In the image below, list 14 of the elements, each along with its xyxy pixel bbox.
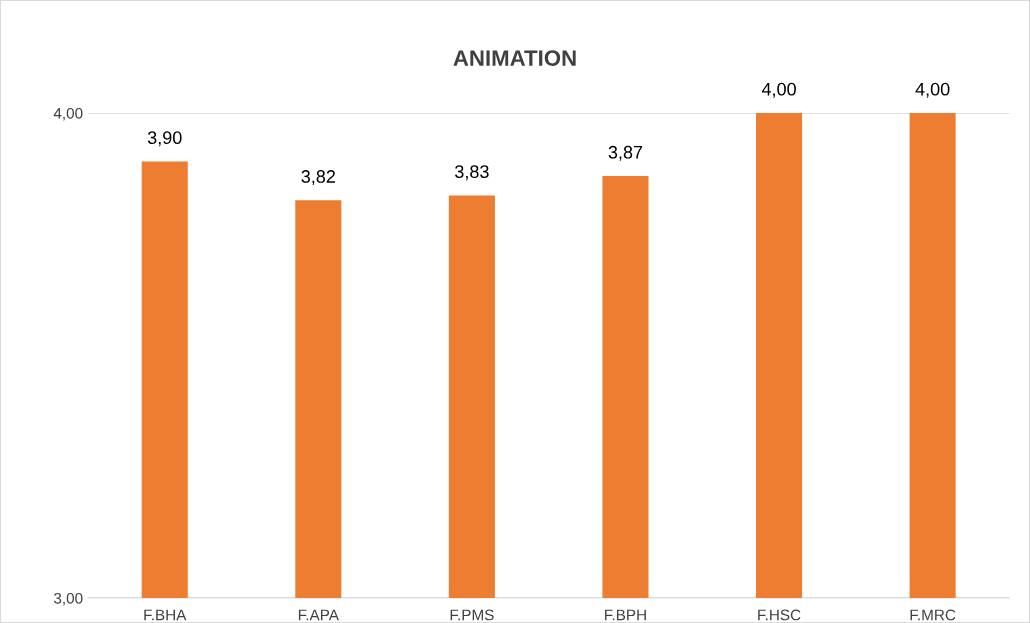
- x-tick-label: F.MRC: [910, 609, 956, 621]
- data-label: 3,87: [608, 145, 643, 161]
- y-tick-label: 3,00: [53, 592, 83, 606]
- x-tick-label: F.BHA: [144, 609, 187, 621]
- data-label: 3,90: [147, 131, 182, 147]
- data-label: 4,00: [761, 82, 796, 98]
- x-tick-label: F.BPH: [605, 609, 646, 621]
- data-label: 3,82: [301, 170, 335, 185]
- chart-title: ANIMATION: [453, 50, 576, 66]
- data-label: 3,83: [455, 165, 489, 181]
- data-label: 4,00: [915, 82, 950, 98]
- x-tick-label: F.PMS: [450, 609, 494, 621]
- x-tick-label: F.APA: [298, 609, 339, 621]
- x-tick-label: F.HSC: [758, 609, 801, 621]
